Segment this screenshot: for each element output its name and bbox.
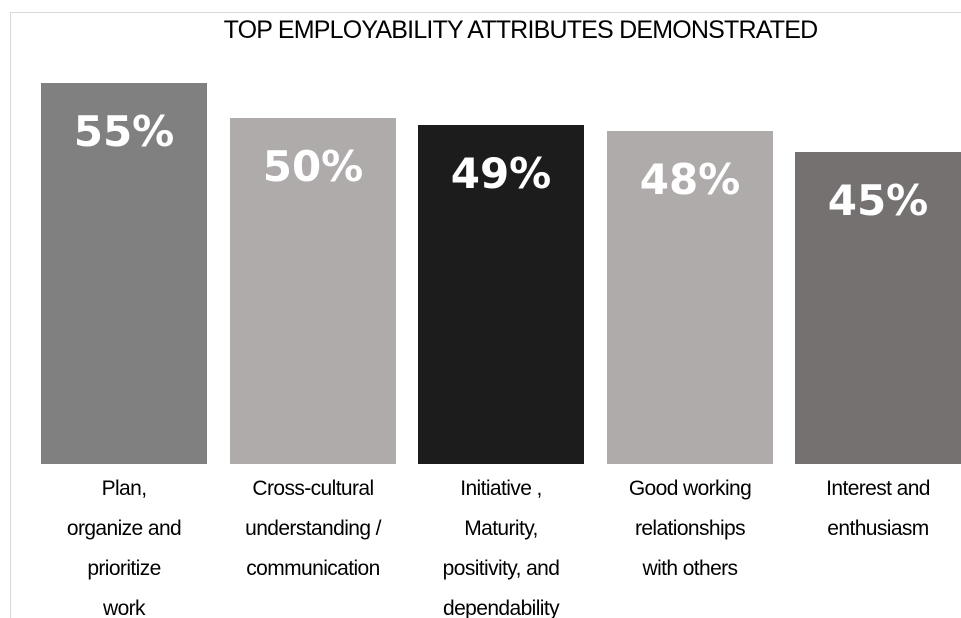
chart-title: TOP EMPLOYABILITY ATTRIBUTES DEMONSTRATE… (223, 16, 819, 44)
chart-border-left (10, 12, 11, 618)
category-label: Interest and enthusiasm (826, 477, 930, 540)
bar (41, 83, 207, 464)
bar-value-label: 55% (73, 107, 175, 156)
bar (418, 124, 584, 464)
category-label: Plan, organize and prioritize work (66, 477, 182, 618)
bar-value-label: 50% (262, 141, 364, 191)
category-label: Cross-cultural understanding / communica… (245, 477, 381, 580)
category-label: Initiative , Maturity, positivity, and d… (442, 477, 560, 618)
bar-value-label: 49% (450, 148, 552, 198)
bar-value-label: 45% (827, 176, 929, 226)
bar (795, 152, 961, 464)
bar (607, 131, 773, 464)
category-label: Good working relationships with others (628, 477, 752, 580)
chart-border-top (10, 12, 961, 13)
bar (230, 117, 396, 464)
bar-value-label: 48% (639, 155, 741, 205)
